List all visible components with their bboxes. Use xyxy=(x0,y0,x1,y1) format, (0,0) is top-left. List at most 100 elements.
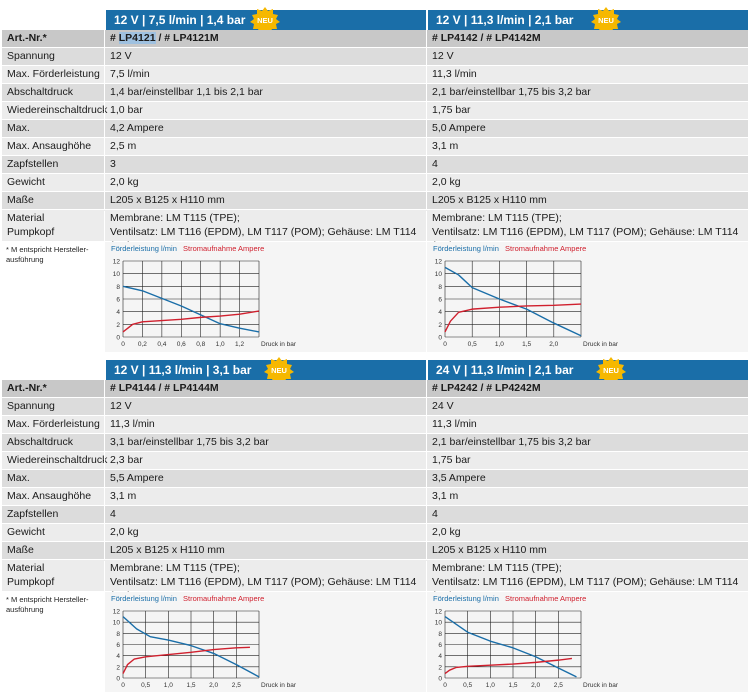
x-tick-label: 0,4 xyxy=(157,341,166,348)
x-tick-label: 0 xyxy=(121,341,125,348)
x-axis-label: Druck in bar xyxy=(583,341,619,348)
table-row: Max. Stromaufnahme 4,2 Ampere 5,0 Ampere xyxy=(2,120,748,151)
pump-curve-chart: Förderleistung l/min Stromaufnahme Ampere… xyxy=(111,244,297,348)
row-label: Zapfstellen xyxy=(7,508,59,520)
y-tick-label: 8 xyxy=(438,284,442,291)
footnote: * M entspricht Hersteller-ausführung xyxy=(6,595,89,614)
table-row: Wiedereinschaltdruck 1,0 bar 1,75 bar xyxy=(2,102,748,120)
cell-value: 1,75 bar xyxy=(426,452,748,469)
y-tick-label: 2 xyxy=(438,322,442,329)
row-label: Spannung xyxy=(7,50,55,62)
y-tick-label: 10 xyxy=(435,271,443,278)
cell-value: 3,1 m xyxy=(426,138,748,155)
cell-value: 7,5 l/min xyxy=(104,66,426,83)
table-row: Max. Förderleistung 7,5 l/min 11,3 l/min xyxy=(2,66,748,84)
cell-value: 4 xyxy=(104,506,426,523)
x-tick-label: 0 xyxy=(121,682,125,689)
row-label: Material Pumpkopf xyxy=(7,562,55,588)
cell-value: 1,75 bar xyxy=(426,102,748,119)
y-tick-label: 4 xyxy=(116,309,120,316)
current-series-line xyxy=(444,303,581,333)
spec-table-1: 12 V | 7,5 l/min | 1,4 bar NEU 12 V | 11… xyxy=(2,7,748,352)
y-tick-label: 0 xyxy=(438,676,442,683)
legend-flow: Förderleistung l/min xyxy=(433,594,499,603)
row-label: Max. Förderleistung xyxy=(7,68,100,80)
cell-value: 4,2 Ampere xyxy=(104,120,426,137)
x-axis-label: Druck in bar xyxy=(583,682,619,689)
legend-flow: Förderleistung l/min xyxy=(111,594,177,603)
legend-current: Stromaufnahme Ampere xyxy=(505,244,586,253)
table-row: Spannung 12 V 12 V xyxy=(2,48,748,66)
cell-value: 3 xyxy=(104,156,426,173)
cell-value: 3,1 m xyxy=(426,488,748,505)
x-tick-label: 1,0 xyxy=(486,682,495,689)
cell-value: L205 x B125 x H110 mm xyxy=(104,542,426,559)
x-tick-label: 0 xyxy=(443,341,447,348)
y-tick-label: 10 xyxy=(435,620,443,627)
column-header: 24 V | 11,3 l/min | 2,1 bar NEU xyxy=(426,357,748,383)
cell-value: 11,3 l/min xyxy=(426,66,748,83)
table-row: Abschaltdruck 3,1 bar/einstellbar 1,75 b… xyxy=(2,434,748,452)
table-row: Max. Ansaughöhe 2,5 m 3,1 m xyxy=(2,138,748,156)
x-tick-label: 0 xyxy=(443,682,447,689)
table-row: Spannung 12 V 24 V xyxy=(2,398,748,416)
cell-value: 12 V xyxy=(104,48,426,65)
cell-value: 11,3 l/min xyxy=(426,416,748,433)
row-label: Maße xyxy=(7,194,34,206)
legend-flow: Förderleistung l/min xyxy=(111,244,177,253)
x-axis-label: Druck in bar xyxy=(261,341,297,348)
flow-series-line xyxy=(444,266,582,337)
y-tick-label: 2 xyxy=(116,322,120,329)
cell-value: 2,0 kg xyxy=(426,524,748,541)
cell-value: 4 xyxy=(426,506,748,523)
neu-badge-icon: NEU xyxy=(591,7,621,33)
y-tick-label: 8 xyxy=(116,631,120,638)
cell-value: L205 x B125 x H110 mm xyxy=(104,192,426,209)
x-tick-label: 0,2 xyxy=(138,341,147,348)
cell-value: 3,1 m xyxy=(104,488,426,505)
table-row: Gewicht 2,0 kg 2,0 kg xyxy=(2,174,748,192)
y-tick-label: 4 xyxy=(116,653,120,660)
x-tick-label: 2,5 xyxy=(232,682,241,689)
cell-value: # LP4121 / # LP4121M xyxy=(104,30,426,47)
row-label: Abschaltdruck xyxy=(7,86,73,98)
table-row: Maße L205 x B125 x H110 mm L205 x B125 x… xyxy=(2,192,748,210)
cell-value: # LP4242 / # LP4242M xyxy=(426,380,748,397)
current-series-line xyxy=(444,657,572,675)
cell-value: 2,0 kg xyxy=(426,174,748,191)
table-row: Max. Förderleistung 11,3 l/min 11,3 l/mi… xyxy=(2,416,748,434)
table-row: Art.-Nr.* # LP4121 / # LP4121M # LP4142 … xyxy=(2,30,748,48)
pump-curve-chart: Förderleistung l/min Stromaufnahme Ampere… xyxy=(433,594,619,689)
y-tick-label: 12 xyxy=(113,259,121,266)
y-tick-label: 12 xyxy=(113,609,121,616)
pump-curve-chart: Förderleistung l/min Stromaufnahme Ampere… xyxy=(111,594,297,689)
legend-flow: Förderleistung l/min xyxy=(433,244,499,253)
y-tick-label: 12 xyxy=(435,609,443,616)
column-header: 12 V | 7,5 l/min | 1,4 bar NEU xyxy=(104,7,426,33)
table-row-material: Material Pumpkopf Membrane: LM T115 (TPE)… xyxy=(2,210,748,252)
row-label: Gewicht xyxy=(7,176,45,188)
highlighted-text[interactable]: LP4121 xyxy=(118,32,156,44)
cell-value: 2,3 bar xyxy=(104,452,426,469)
table-row: Gewicht 2,0 kg 2,0 kg xyxy=(2,524,748,542)
y-tick-label: 4 xyxy=(438,653,442,660)
y-tick-label: 4 xyxy=(438,309,442,316)
x-tick-label: 0,5 xyxy=(468,341,477,348)
legend-current: Stromaufnahme Ampere xyxy=(183,594,264,603)
x-tick-label: 0,5 xyxy=(463,682,472,689)
cell-value: 2,1 bar/einstellbar 1,75 bis 3,2 bar xyxy=(426,84,748,101)
y-tick-label: 6 xyxy=(438,297,442,304)
x-tick-label: 1,0 xyxy=(495,341,504,348)
y-tick-label: 6 xyxy=(116,297,120,304)
y-tick-label: 0 xyxy=(116,335,120,342)
svg-text:NEU: NEU xyxy=(271,366,287,375)
row-label: Zapfstellen xyxy=(7,158,59,170)
flow-series-line xyxy=(444,616,577,678)
spec-table-2: 12 V | 11,3 l/min | 3,1 bar NEU 24 V | 1… xyxy=(2,357,748,692)
cell-value: L205 x B125 x H110 mm xyxy=(426,542,748,559)
row-label: Abschaltdruck xyxy=(7,436,73,448)
chart-row: * M entspricht Hersteller-ausführung För… xyxy=(2,592,748,692)
table-header-row: 12 V | 11,3 l/min | 3,1 bar NEU 24 V | 1… xyxy=(2,357,748,383)
x-tick-label: 1,5 xyxy=(186,682,195,689)
x-tick-label: 2,0 xyxy=(549,341,558,348)
